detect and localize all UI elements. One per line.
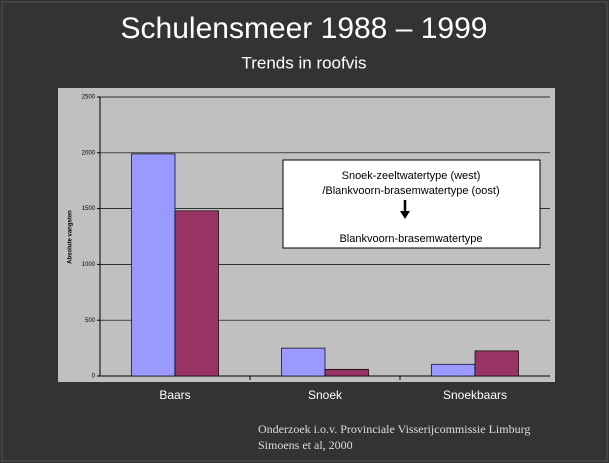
annotation-text: /Blankvoorn-brasemwatertype (oost) xyxy=(322,185,499,197)
y-tick-label: 1500 xyxy=(82,206,96,212)
annotation-arrowhead xyxy=(400,211,410,219)
bar xyxy=(281,347,326,377)
y-tick-label: 2500 xyxy=(82,95,96,101)
bar xyxy=(474,350,519,377)
chart-title: Schulensmeer 1988 – 1999 xyxy=(121,12,488,45)
x-tick-label: Snoekbaars xyxy=(443,388,507,402)
bar xyxy=(174,210,219,377)
y-tick-label: 500 xyxy=(85,318,96,324)
bar xyxy=(431,363,476,377)
bar xyxy=(324,368,369,377)
annotation-text: Blankvoorn-brasemwatertype xyxy=(339,233,482,245)
y-tick-label: 0 xyxy=(92,374,96,380)
source-text: Onderzoek i.o.v. Provinciale Visserijcom… xyxy=(258,422,530,436)
x-tick-label: Snoek xyxy=(308,388,343,402)
bar xyxy=(131,153,176,377)
x-tick-label: Baars xyxy=(159,388,190,402)
annotation-box xyxy=(282,159,541,249)
y-axis-label: Absolute vangsten xyxy=(68,210,74,264)
annotation-text: Snoek-zeeltwatertype (west) xyxy=(342,170,481,182)
y-tick-label: 2000 xyxy=(82,150,96,156)
y-tick-label: 1000 xyxy=(82,262,96,268)
source-text: Simoens et al, 2000 xyxy=(258,438,353,452)
chart-subtitle: Trends in roofvis xyxy=(241,53,366,72)
